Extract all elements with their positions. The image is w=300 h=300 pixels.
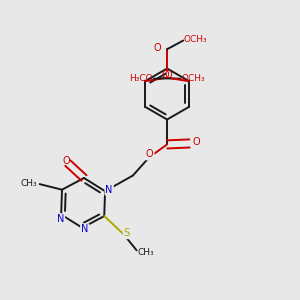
Text: O: O [193,137,200,147]
Text: OCH₃: OCH₃ [181,74,205,83]
Text: H₃CO: H₃CO [130,74,153,83]
Text: O: O [146,149,154,159]
Text: N: N [106,184,113,195]
Text: OCH₃: OCH₃ [184,35,208,44]
Text: O: O [165,70,172,80]
Text: N: N [81,224,88,234]
Text: S: S [124,228,130,238]
Text: O: O [62,156,70,166]
Text: N: N [57,214,64,224]
Text: CH₃: CH₃ [137,248,154,257]
Text: O: O [162,70,169,80]
Text: CH₃: CH₃ [20,179,37,188]
Text: O: O [154,43,161,53]
